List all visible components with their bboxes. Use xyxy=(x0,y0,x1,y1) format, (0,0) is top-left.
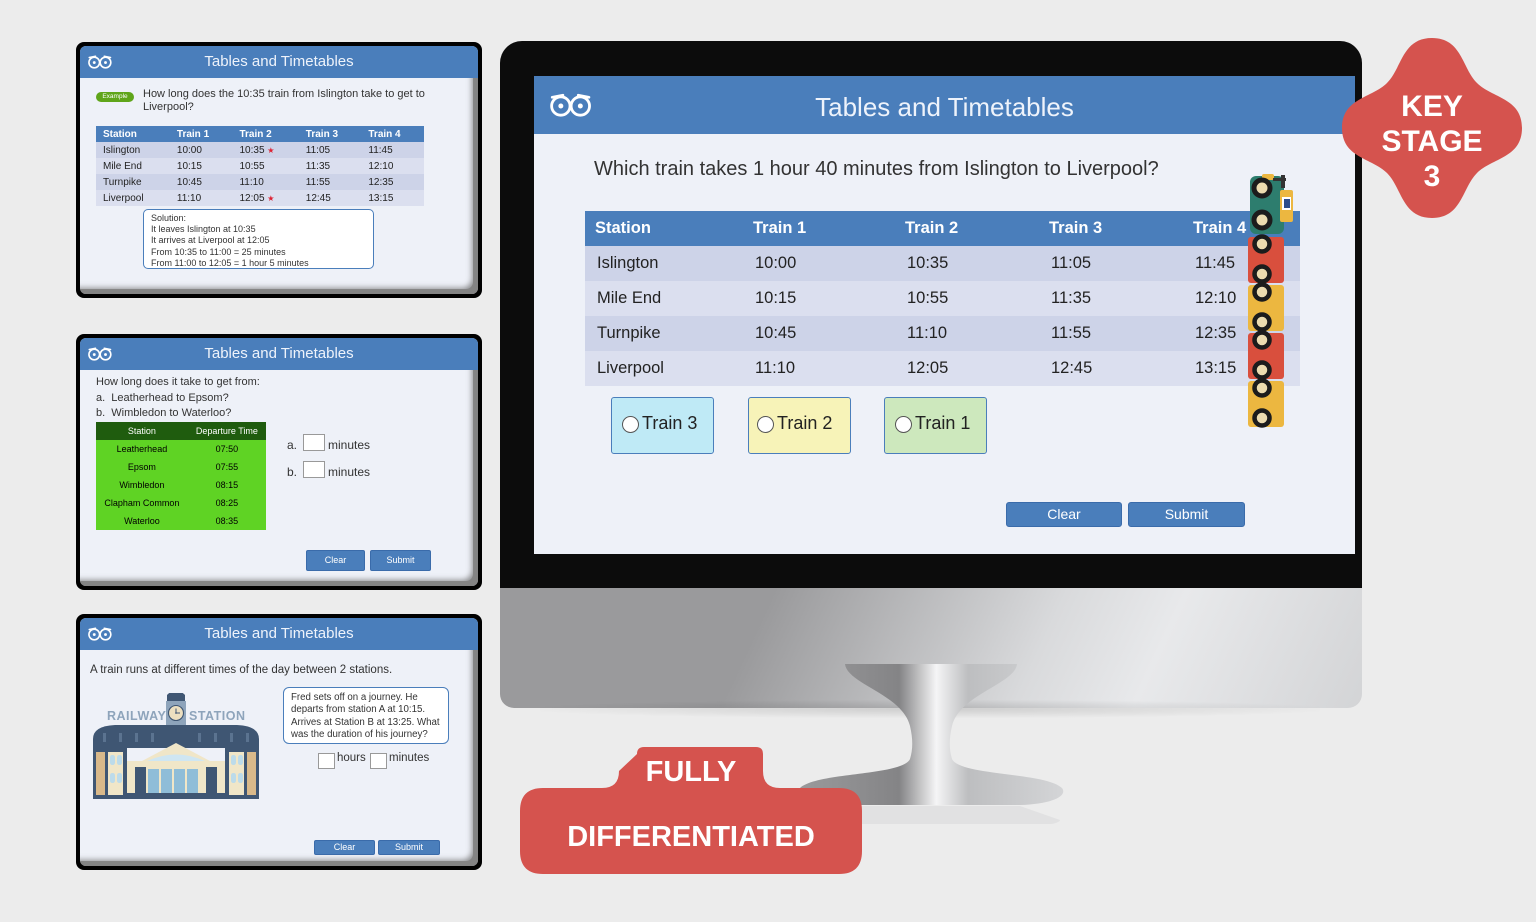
svg-text:STATION: STATION xyxy=(189,709,246,723)
svg-text:3: 3 xyxy=(1424,160,1441,193)
svg-text:KEY: KEY xyxy=(1401,90,1463,123)
svg-text:FULLY: FULLY xyxy=(646,756,737,788)
svg-text:DIFFERENTIATED: DIFFERENTIATED xyxy=(567,821,815,853)
svg-text:STAGE: STAGE xyxy=(1381,125,1482,158)
svg-text:RAILWAY: RAILWAY xyxy=(107,709,166,723)
